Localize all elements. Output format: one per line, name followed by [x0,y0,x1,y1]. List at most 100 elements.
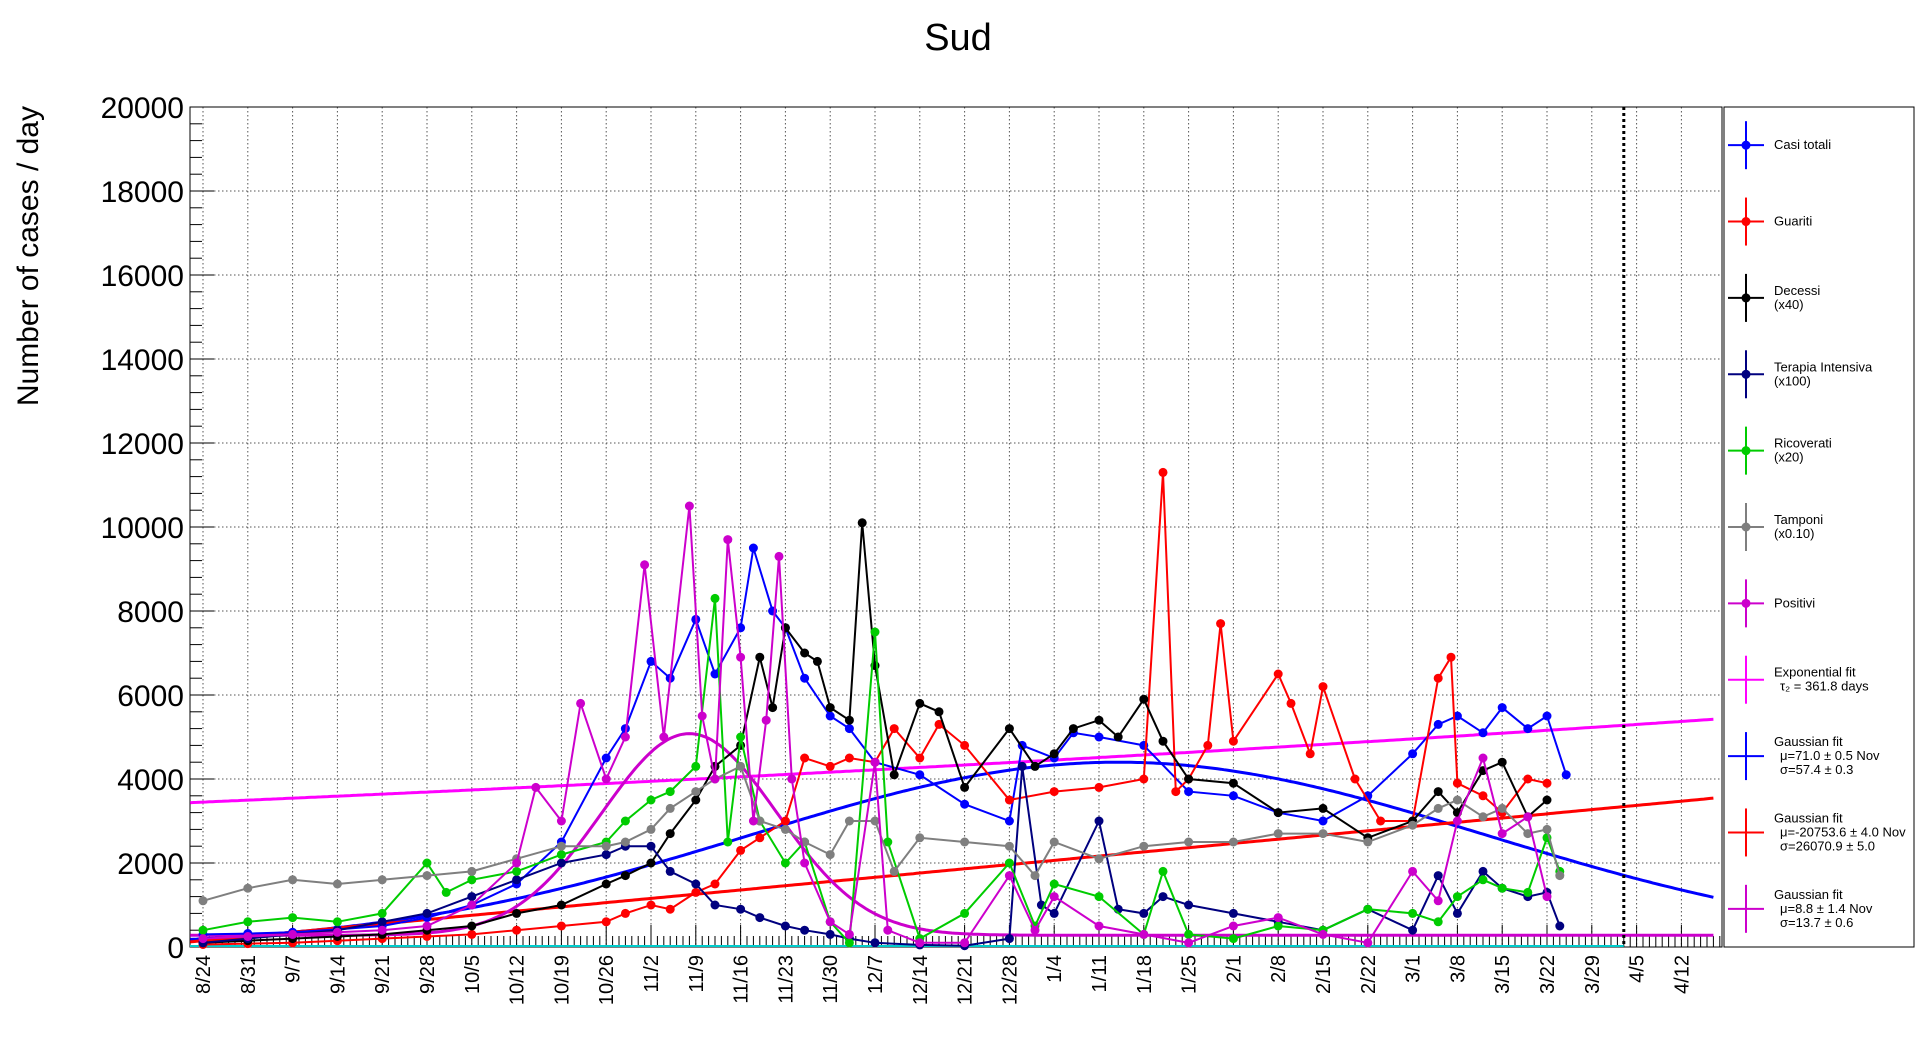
data-point [422,908,432,918]
x-tick-label: 4/12 [1671,955,1693,994]
legend-label: (x0.10) [1774,526,1814,541]
data-point [787,774,797,784]
data-point [1004,871,1014,881]
data-point [1139,774,1149,784]
x-tick-label: 3/15 [1492,955,1514,994]
fit-curve [190,760,1714,941]
data-point [1433,787,1443,797]
data-point [736,732,746,742]
data-point [665,829,675,839]
data-point [844,724,854,734]
grid [190,107,1722,947]
data-point [1030,761,1040,771]
y-axis-label: Number of cases / day [12,106,45,406]
legend-label: Positivi [1774,595,1815,610]
data-point [1049,879,1059,889]
data-point [1030,925,1040,935]
legend-swatch-marker [1741,369,1751,379]
x-tick-label: 2/1 [1223,955,1245,983]
data-point [646,900,656,910]
data-point [1542,892,1552,902]
x-tick-label: 2/15 [1313,955,1335,994]
data-point [243,883,253,893]
data-point [870,816,880,826]
data-point [1228,908,1238,918]
data-point [659,732,669,742]
data-point [1158,467,1168,477]
data-point [960,908,970,918]
data-point [800,673,810,683]
y-tick-label: 2000 [117,848,184,881]
data-point [870,938,880,948]
legend: Casi totali Guariti Decessi(x40) Terapia In… [1723,106,1915,948]
data-point [915,753,925,763]
data-point [1542,824,1552,834]
x-tick-label: 10/12 [507,955,529,1005]
data-point [288,929,298,939]
data-point [1004,816,1014,826]
x-tick-label: 1/25 [1179,955,1201,994]
data-point [601,774,611,784]
y-tick-label: 20000 [101,92,184,125]
data-point [883,925,893,935]
data-point [1273,808,1283,818]
x-tick-label: 12/28 [999,955,1021,1005]
data-point [1184,774,1194,784]
data-point [646,656,656,666]
legend-swatch-marker [1741,140,1751,150]
data-point [1433,803,1443,813]
data-point [1228,736,1238,746]
legend-label: (x40) [1774,297,1804,312]
data-point [1273,669,1283,679]
legend-label: Gaussian fit [1774,810,1843,825]
data-point [1273,921,1283,931]
data-point [1049,749,1059,759]
data-point [1318,829,1328,839]
x-tick-label: 11/2 [641,955,663,992]
x-tick-label: 9/21 [372,955,394,994]
data-point [665,866,675,876]
data-point [1478,875,1488,885]
data-point [422,871,432,881]
y-tick-label: 4000 [117,764,184,797]
data-point [1228,778,1238,788]
data-point [844,938,854,948]
data-point [1273,913,1283,923]
data-point [915,938,925,948]
data-point [1523,887,1533,897]
data-point [377,908,387,918]
x-tick-label: 10/5 [462,955,484,994]
data-point [1094,854,1104,864]
data-point [825,850,835,860]
legend-label: μ=8.8 ± 1.4 Nov [1780,901,1873,916]
data-point [441,887,451,897]
series-layer [190,107,1714,951]
data-point [748,816,758,826]
data-point [1555,871,1565,881]
y-tick-label: 16000 [101,260,184,293]
data-point [377,917,387,927]
data-point [1542,711,1552,721]
data-point [620,837,630,847]
data-point [1139,841,1149,851]
data-point [467,866,477,876]
data-point [198,925,208,935]
data-point [1017,761,1027,771]
data-point [1158,866,1168,876]
data-point [691,787,701,797]
data-point [915,770,925,780]
data-point [915,833,925,843]
x-tick-label: 3/29 [1582,955,1604,994]
data-point [512,858,522,868]
data-point [1523,812,1533,822]
x-tick-label: 3/22 [1537,955,1559,994]
legend-label: μ=71.0 ± 0.5 Nov [1780,748,1880,763]
data-point [576,698,586,708]
x-tick-label: 9/28 [417,955,439,994]
data-point [755,816,765,826]
y-tick-label: 0 [167,932,184,965]
data-point [844,753,854,763]
x-tick-label: 3/8 [1447,955,1469,983]
axes: 0 2000 4000 6000 8000 10000 12000 14000 16000 180… [101,92,1723,1005]
series-line [202,505,1548,944]
